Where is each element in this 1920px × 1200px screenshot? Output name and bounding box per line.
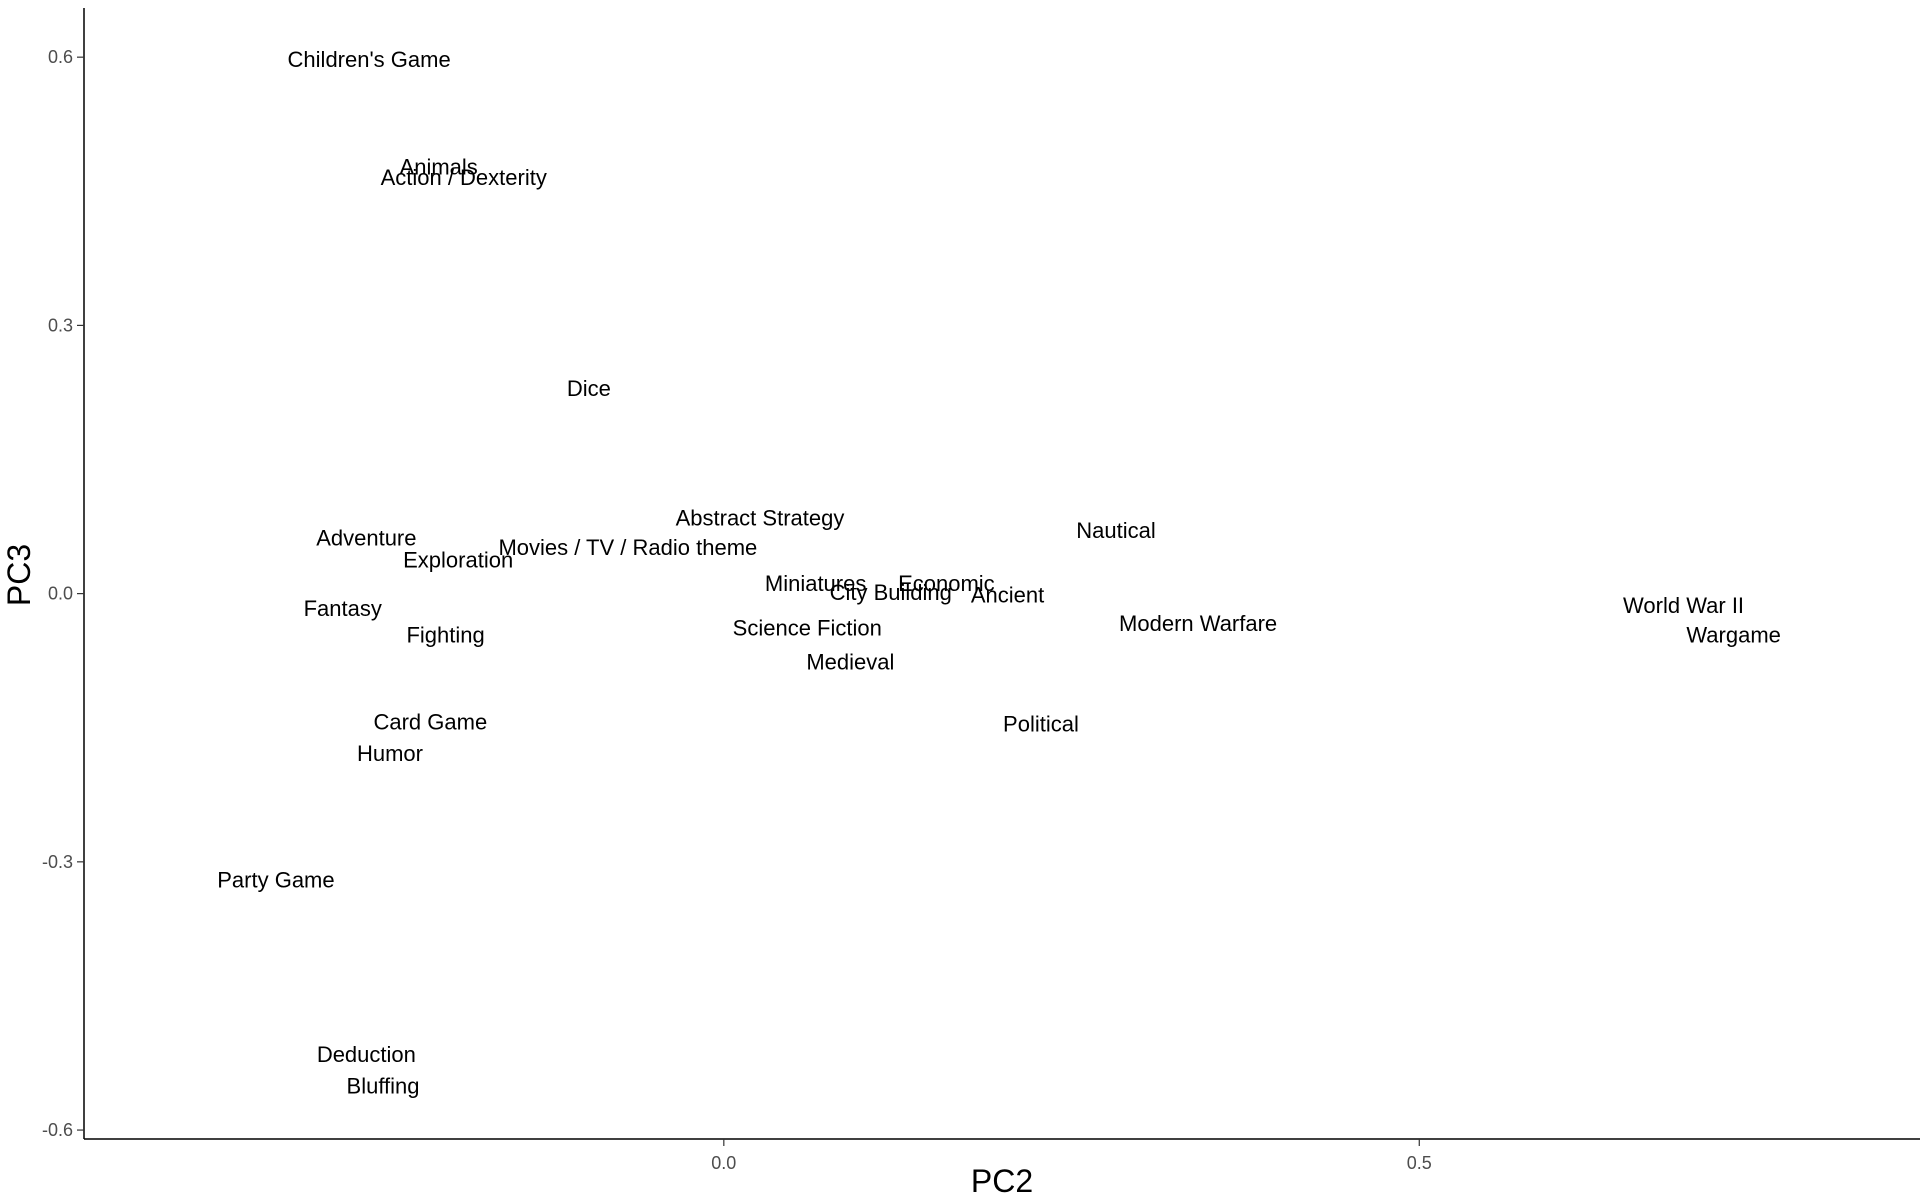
x-tick-label: 0.5 xyxy=(1407,1153,1432,1173)
point-label: Political xyxy=(1003,711,1079,736)
y-tick-label: -0.3 xyxy=(42,852,73,872)
y-tick-label: -0.6 xyxy=(42,1120,73,1140)
point-label: Abstract Strategy xyxy=(676,506,845,531)
point-label: Wargame xyxy=(1686,623,1781,648)
point-label: Adventure xyxy=(316,525,416,550)
point-label: Dice xyxy=(567,376,611,401)
point-label: Deduction xyxy=(317,1042,416,1067)
point-label: Ancient xyxy=(971,583,1044,608)
point-label: Fighting xyxy=(406,623,484,648)
point-label: Bluffing xyxy=(347,1073,420,1098)
y-tick-label: 0.3 xyxy=(48,315,73,335)
point-label: Fantasy xyxy=(304,596,382,621)
point-label: Science Fiction xyxy=(733,616,882,641)
point-label: City Building xyxy=(830,580,952,605)
point-label: Movies / TV / Radio theme xyxy=(498,535,757,560)
point-label: Modern Warfare xyxy=(1119,611,1277,636)
y-tick-label: 0.0 xyxy=(48,584,73,604)
x-axis: 0.0 0.5 xyxy=(84,1138,1920,1173)
point-label: Miniatures xyxy=(765,571,866,596)
point-label: Party Game xyxy=(217,868,334,893)
point-label: Medieval xyxy=(806,650,894,675)
x-axis-title: PC2 xyxy=(971,1163,1033,1199)
point-label: World War II xyxy=(1623,593,1744,618)
point-label: Exploration xyxy=(403,548,513,573)
point-label: Humor xyxy=(357,741,423,766)
point-label: Animals xyxy=(400,154,478,179)
point-label: Children's Game xyxy=(288,47,451,72)
point-label: Nautical xyxy=(1076,518,1155,543)
x-tick-label: 0.0 xyxy=(711,1153,736,1173)
y-axis: -0.6 -0.3 0.0 0.3 0.6 xyxy=(42,8,85,1140)
y-tick-label: 0.6 xyxy=(48,47,73,67)
point-label: Card Game xyxy=(373,709,487,734)
point-label: Action / Dexterity xyxy=(381,165,547,190)
y-axis-title: PC3 xyxy=(1,544,37,606)
point-label: Economic xyxy=(898,571,995,596)
